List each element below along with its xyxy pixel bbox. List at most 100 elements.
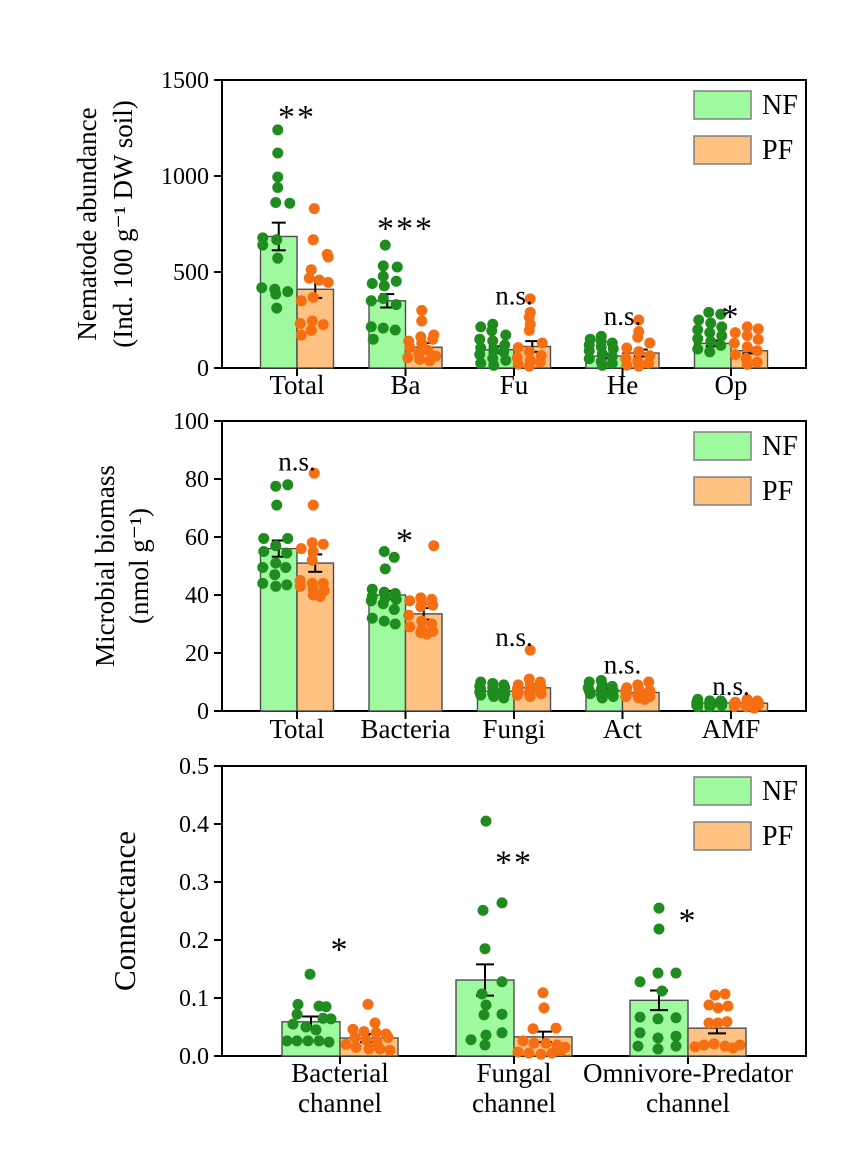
data-point-nf — [704, 701, 716, 713]
data-point-nf — [270, 288, 282, 300]
data-point-pf — [712, 1017, 724, 1029]
data-point-pf — [722, 1000, 734, 1012]
data-point-nf — [498, 346, 510, 358]
data-point-pf — [303, 272, 315, 284]
data-point-nf — [287, 1018, 299, 1030]
data-point-pf — [719, 988, 731, 1000]
data-point-nf — [477, 904, 489, 916]
points-layer — [281, 815, 746, 1060]
data-point-nf — [692, 324, 704, 336]
data-point-nf — [652, 967, 664, 979]
data-point-nf — [653, 902, 665, 914]
data-point-nf — [476, 988, 488, 1000]
data-point-nf — [480, 999, 492, 1011]
panel-nematode-abundance: 0 500 1000 1500 Nematode abundance (Ind. 100 … — [72, 68, 807, 400]
data-point-pf — [639, 693, 651, 705]
data-point-pf — [512, 358, 524, 370]
data-point-nf — [606, 357, 618, 369]
y-axis-title: Microbial biomass — [90, 465, 120, 667]
significance-label: n.s. — [604, 301, 642, 331]
data-point-nf — [272, 252, 284, 264]
data-point-pf — [534, 356, 546, 368]
significance-label: ** — [495, 844, 533, 881]
data-point-pf — [427, 599, 439, 611]
data-point-pf — [633, 314, 645, 326]
data-point-nf — [488, 691, 500, 702]
significance-label: n.s. — [604, 649, 642, 679]
data-point-nf — [258, 532, 270, 544]
data-point-nf — [716, 330, 728, 342]
data-point-pf — [308, 467, 320, 479]
data-point-nf — [302, 1035, 314, 1047]
data-point-nf — [487, 335, 499, 347]
data-point-pf — [527, 1023, 539, 1035]
data-point-nf — [270, 580, 282, 592]
data-point-nf — [479, 1039, 491, 1051]
data-point-nf — [271, 302, 283, 314]
legend-swatch-nf — [693, 90, 752, 120]
data-point-pf — [523, 1047, 535, 1059]
data-point-nf — [480, 1029, 492, 1041]
significance-label: n.s. — [712, 671, 750, 701]
data-point-nf — [365, 295, 377, 307]
data-point-pf — [703, 1017, 715, 1029]
data-point-nf — [377, 260, 389, 272]
legend-swatch-nf — [693, 776, 752, 806]
significance-label: *** — [377, 210, 434, 247]
y-tick-label: 0 — [197, 356, 209, 382]
data-point-pf — [314, 590, 326, 602]
data-point-pf — [295, 295, 307, 307]
legend-label-pf: PF — [762, 476, 793, 507]
data-point-nf — [258, 546, 270, 557]
data-point-pf — [317, 319, 329, 331]
significance-label: ** — [278, 99, 316, 136]
data-point-pf — [528, 1037, 540, 1049]
data-point-nf — [291, 1035, 303, 1047]
data-point-pf — [307, 291, 319, 303]
data-point-pf — [295, 543, 307, 555]
data-point-nf — [634, 1011, 646, 1023]
data-point-pf — [414, 353, 426, 365]
data-point-pf — [752, 333, 764, 345]
data-point-pf — [709, 989, 721, 1001]
x-category-label: Fungal — [476, 1058, 551, 1088]
data-point-nf — [257, 239, 269, 251]
data-point-nf — [390, 593, 402, 605]
data-point-pf — [535, 1048, 547, 1060]
points-layer — [257, 467, 764, 714]
data-point-pf — [537, 987, 549, 999]
data-point-pf — [728, 701, 740, 713]
data-point-nf — [270, 540, 282, 552]
data-point-pf — [512, 1046, 524, 1058]
data-point-pf — [362, 998, 374, 1010]
data-point-pf — [538, 1002, 550, 1014]
data-point-pf — [322, 276, 334, 288]
data-point-pf — [536, 337, 548, 349]
data-point-nf — [378, 615, 390, 627]
data-point-pf — [322, 251, 334, 263]
data-point-pf — [751, 345, 763, 357]
data-point-nf — [379, 239, 391, 251]
y-tick-label: 0.4 — [179, 812, 209, 838]
data-point-nf — [377, 292, 389, 304]
data-point-nf — [496, 1027, 508, 1039]
data-point-pf — [524, 293, 536, 305]
y-tick-label: 80 — [185, 467, 209, 493]
data-point-nf — [670, 1012, 682, 1024]
y-tick-label: 0.0 — [179, 1044, 209, 1070]
data-point-pf — [363, 1043, 375, 1055]
data-point-pf — [523, 360, 535, 372]
data-point-nf — [377, 270, 389, 282]
y-tick-label: 500 — [173, 260, 209, 286]
data-point-pf — [511, 689, 523, 701]
data-point-nf — [479, 943, 491, 955]
data-point-pf — [555, 1045, 567, 1057]
data-point-nf — [652, 1032, 664, 1044]
data-point-nf — [692, 333, 704, 345]
data-point-nf — [389, 618, 401, 630]
data-point-nf — [705, 336, 717, 348]
data-point-nf — [282, 286, 294, 298]
data-point-nf — [475, 357, 487, 369]
legend-swatch-pf — [693, 135, 752, 165]
data-point-pf — [360, 1034, 372, 1046]
